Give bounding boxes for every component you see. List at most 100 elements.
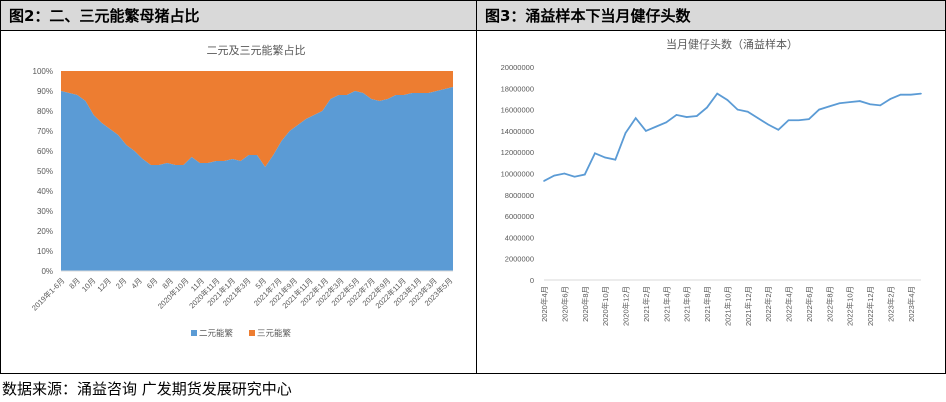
- x-tick-label: 2020年10月: [600, 286, 610, 326]
- x-tick-label: 2023年2月: [885, 286, 895, 322]
- data-point: [594, 152, 596, 155]
- x-tick-label: 2021年6月: [682, 286, 692, 322]
- y-tick-label: 30%: [37, 207, 53, 216]
- data-point: [634, 117, 637, 119]
- series-line: [543, 92, 922, 182]
- data-point: [899, 93, 902, 96]
- source-note: 数据来源：涌益咨询 广发期货发展研究中心: [2, 380, 292, 398]
- data-point: [553, 174, 555, 177]
- legend-label-二元能繁: 二元能繁: [199, 328, 234, 338]
- data-point: [746, 110, 749, 113]
- data-point: [675, 114, 678, 116]
- data-point: [665, 121, 668, 124]
- data-point: [838, 102, 841, 105]
- x-tick-label: 2022年4月: [784, 286, 794, 322]
- y-tick-label: 14000000: [501, 127, 534, 136]
- y-tick-label: 8000000: [505, 191, 534, 200]
- data-point: [685, 116, 688, 118]
- figure-2-header: 图2：二、三元能繁母猪占比: [1, 1, 476, 31]
- piglet-count-chart: 当月健仔头数（涌益样本） 0 2000000 4000000 6000000 800000…: [501, 37, 922, 326]
- x-tick-label: 12月: [95, 276, 113, 294]
- data-point: [604, 156, 606, 159]
- legend-label-三元能繁: 三元能繁: [257, 328, 292, 338]
- y-tick-label: 18000000: [501, 84, 534, 93]
- data-point: [808, 118, 810, 120]
- x-tick-label: 2019年1-6月: [29, 275, 66, 312]
- figure-3-panel: 图3：涌益样本下当月健仔头数 当月健仔头数（涌益样本） 0 2000000 40000…: [476, 0, 946, 374]
- data-point: [818, 108, 820, 111]
- x-tick-label: 2022年10月: [845, 286, 855, 326]
- series-area-二元能繁: [61, 87, 453, 271]
- figure-2-panel: 图2：二、三元能繁母猪占比 二元及三元能繁占比 0% 10% 20% 30% 40% 50%…: [0, 0, 477, 374]
- data-point: [563, 172, 566, 175]
- data-point: [828, 105, 831, 108]
- y-tick-label: 12000000: [501, 148, 534, 157]
- data-point: [645, 130, 647, 132]
- data-point: [726, 99, 729, 101]
- y-tick-label: 0%: [41, 267, 53, 276]
- x-tick-label: 2020年8月: [580, 286, 590, 322]
- x-tick-label: 2022年6月: [804, 286, 814, 322]
- x-tick-label: 2021年12月: [743, 286, 753, 326]
- data-point: [910, 93, 912, 96]
- data-point: [889, 98, 892, 100]
- data-point: [614, 158, 617, 161]
- x-tick-label: 4月: [129, 276, 144, 291]
- data-point: [879, 104, 882, 107]
- x-tick-label: 2021年10月: [722, 286, 732, 326]
- x-tick-label: 2023年4月: [906, 286, 916, 322]
- chart-title: 二元及三元能繁占比: [207, 43, 306, 57]
- y-tick-label: 40%: [37, 187, 53, 196]
- x-tick-label: 2020年12月: [621, 286, 631, 326]
- data-point: [696, 115, 698, 117]
- data-point: [777, 129, 780, 131]
- data-point: [583, 173, 586, 176]
- figure-3-header: 图3：涌益样本下当月健仔头数: [477, 1, 945, 31]
- y-tick-label: 2000000: [505, 255, 534, 264]
- y-tick-label: 100%: [33, 67, 53, 76]
- data-point: [757, 117, 759, 119]
- data-point: [797, 119, 800, 122]
- y-tick-label: 16000000: [501, 106, 534, 115]
- y-tick-label: 80%: [37, 107, 53, 116]
- x-tick-label: 2022年8月: [824, 286, 834, 322]
- y-tick-label: 10000000: [501, 170, 534, 179]
- x-tick-label: 2021年4月: [661, 286, 671, 322]
- x-tick-label: 2020年6月: [559, 286, 569, 322]
- data-point: [736, 108, 739, 111]
- data-point: [543, 180, 545, 182]
- y-tick-label: 0: [530, 276, 534, 285]
- y-tick-label: 70%: [37, 127, 53, 136]
- legend-swatch-三元能繁: [249, 330, 255, 336]
- x-tick-label: 2月: [114, 276, 129, 291]
- data-point: [859, 100, 861, 102]
- x-tick-label: 2022年12月: [865, 286, 875, 326]
- y-tick-label: 20%: [37, 227, 53, 236]
- y-tick-label: 4000000: [505, 233, 534, 242]
- x-tick-label: 2021年8月: [702, 286, 712, 322]
- data-point: [869, 103, 871, 106]
- y-tick-label: 6000000: [505, 212, 534, 221]
- y-tick-label: 90%: [37, 87, 53, 96]
- x-tick-label: 2020年4月: [539, 286, 549, 322]
- y-tick-label: 20000000: [501, 63, 534, 72]
- data-point: [624, 132, 627, 134]
- chart-title: 当月健仔头数（涌益样本）: [666, 37, 798, 51]
- data-point: [920, 92, 922, 95]
- legend-swatch-二元能繁: [191, 330, 197, 336]
- y-tick-label: 50%: [37, 167, 53, 176]
- x-tick-label: 6月: [145, 276, 160, 291]
- data-point: [767, 123, 769, 126]
- data-point: [787, 119, 790, 122]
- y-tick-label: 60%: [37, 147, 53, 156]
- y-tick-label: 10%: [37, 247, 53, 256]
- data-point: [573, 175, 576, 178]
- series-area-三元能繁: [61, 71, 453, 167]
- sow-share-chart: 二元及三元能繁占比 0% 10% 20% 30% 40% 50% 60% 70% 80% 90% 10…: [29, 43, 454, 338]
- data-point: [655, 125, 657, 128]
- x-tick-label: 2022年2月: [763, 286, 773, 322]
- data-point: [716, 92, 719, 95]
- x-tick-label: 10月: [80, 276, 98, 294]
- x-tick-label: 2021年2月: [641, 286, 651, 322]
- data-point: [848, 101, 851, 103]
